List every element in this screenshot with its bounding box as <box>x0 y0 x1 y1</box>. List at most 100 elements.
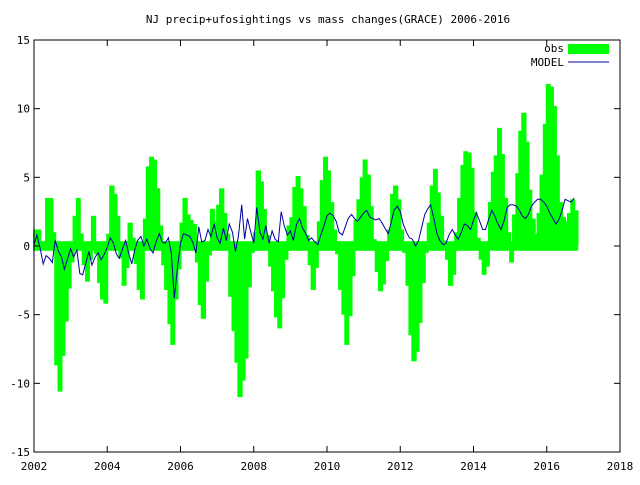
obs-bar <box>350 246 356 277</box>
y-axis: -15 -10 -5 0 5 10 15 <box>10 34 620 459</box>
obs-bar <box>515 173 521 246</box>
obs-bar <box>136 246 142 290</box>
obs-bar <box>472 211 478 246</box>
obs-bar <box>408 246 414 336</box>
obs-bar <box>561 217 567 246</box>
obs-bar <box>295 175 301 246</box>
obs-bar <box>261 208 267 246</box>
obs-bar <box>45 197 54 246</box>
x-tick-label: 2002 <box>21 460 48 473</box>
obs-bar <box>457 197 463 246</box>
obs-bar <box>365 174 371 246</box>
obs-bar <box>277 246 283 329</box>
obs-bar <box>268 246 274 267</box>
legend-label-obs: obs <box>544 42 564 55</box>
obs-bar <box>438 215 445 246</box>
obs-bar <box>85 246 90 282</box>
obs-bar <box>121 246 127 286</box>
obs-bar <box>429 185 435 246</box>
obs-series <box>33 83 579 398</box>
obs-bar <box>512 214 518 246</box>
obs-bar <box>435 192 441 246</box>
x-tick-label: 2012 <box>387 460 414 473</box>
x-tick-label: 2016 <box>534 460 561 473</box>
obs-bar <box>390 193 396 246</box>
obs-bar <box>228 246 234 297</box>
obs-bar <box>548 86 554 247</box>
obs-bar <box>411 246 417 362</box>
obs-bar <box>564 221 569 246</box>
obs-bar <box>158 225 164 246</box>
obs-bar <box>194 246 200 263</box>
obs-bar <box>463 151 469 246</box>
obs-bar <box>81 246 88 266</box>
x-tick-label: 2010 <box>314 460 341 473</box>
obs-bar <box>78 233 84 246</box>
y-tick-label: 10 <box>17 103 30 116</box>
obs-bar <box>179 222 185 246</box>
obs-bar <box>161 246 167 266</box>
obs-bar <box>502 197 509 246</box>
obs-bar <box>292 186 298 246</box>
obs-bar <box>380 246 386 285</box>
obs-bar <box>573 210 579 246</box>
obs-baseline-band <box>33 241 579 251</box>
obs-bar <box>460 164 466 246</box>
obs-bar <box>432 169 438 246</box>
obs-bar <box>426 222 432 246</box>
obs-bar <box>304 235 310 246</box>
obs-bar <box>536 213 542 246</box>
obs-bar <box>286 225 292 246</box>
x-tick-label: 2006 <box>167 460 194 473</box>
obs-bar <box>506 232 512 246</box>
obs-bar <box>310 246 316 290</box>
obs-bar <box>139 246 145 300</box>
obs-bar <box>497 127 502 246</box>
obs-bar <box>225 233 231 246</box>
legend-label-model: MODEL <box>531 56 564 69</box>
obs-bar <box>328 202 335 246</box>
obs-bar <box>405 246 411 286</box>
obs-bar <box>103 246 109 304</box>
obs-bar <box>545 83 551 247</box>
obs-bar <box>570 199 576 246</box>
obs-bar <box>289 217 295 246</box>
obs-bar <box>542 123 548 246</box>
obs-bar <box>109 185 115 246</box>
obs-bar <box>280 246 286 299</box>
obs-bar <box>173 246 179 300</box>
obs-bar <box>469 167 475 246</box>
obs-bar <box>399 229 405 246</box>
obs-bar <box>185 214 191 246</box>
obs-bar <box>359 177 365 246</box>
obs-bar <box>75 197 81 246</box>
x-tick-label: 2014 <box>460 460 487 473</box>
obs-bar <box>420 246 426 284</box>
obs-bar <box>490 171 496 246</box>
obs-bar <box>466 152 472 246</box>
obs-bar <box>100 246 106 300</box>
obs-bar <box>521 112 527 246</box>
obs-bar <box>124 246 130 268</box>
obs-bar <box>243 246 249 359</box>
obs-bar <box>142 218 148 246</box>
obs-bar <box>87 246 93 260</box>
y-tick-label: -15 <box>10 446 30 459</box>
obs-bar <box>145 166 152 246</box>
obs-bar <box>167 246 173 325</box>
obs-bar <box>264 235 271 246</box>
chart-title: NJ precip+ufosightings vs mass changes(G… <box>146 13 510 26</box>
x-tick-label: 2018 <box>607 460 634 473</box>
obs-bar <box>344 246 350 345</box>
x-tick-label: 2008 <box>241 460 268 473</box>
obs-bar <box>219 188 225 246</box>
obs-bar <box>206 246 212 256</box>
obs-bar <box>368 206 374 246</box>
legend-swatch-obs <box>568 44 609 54</box>
obs-bar <box>298 188 304 246</box>
x-axis: 2002 2004 2006 2008 2010 2012 2014 2016 2018 <box>21 40 634 473</box>
y-tick-label: -5 <box>17 309 30 322</box>
obs-bar <box>90 215 97 246</box>
obs-bar <box>557 202 564 246</box>
